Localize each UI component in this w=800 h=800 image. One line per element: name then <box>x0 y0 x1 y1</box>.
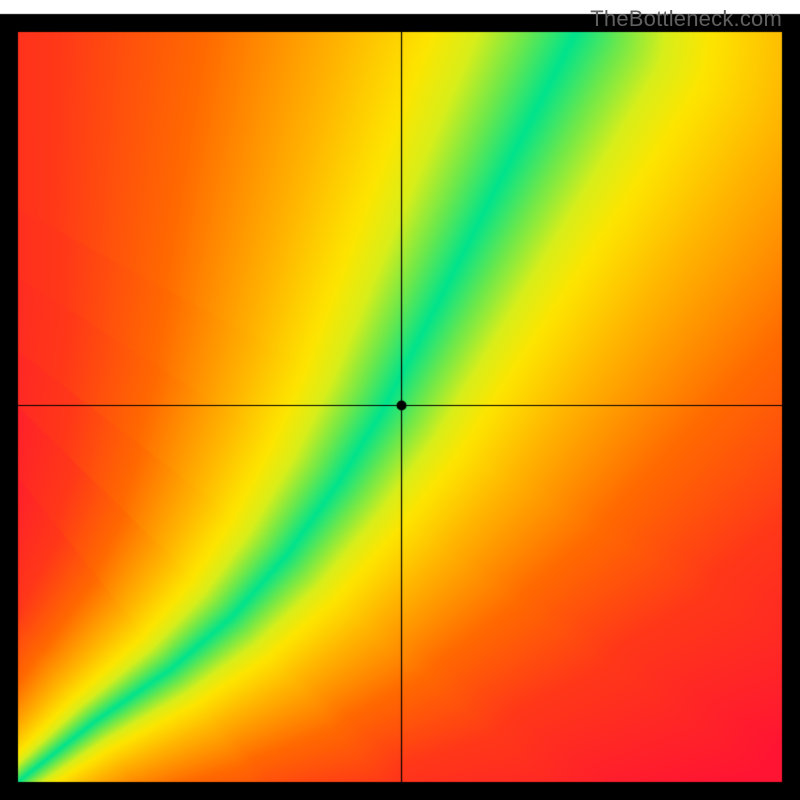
bottleneck-heatmap <box>0 0 800 800</box>
watermark-text: TheBottleneck.com <box>590 6 782 32</box>
